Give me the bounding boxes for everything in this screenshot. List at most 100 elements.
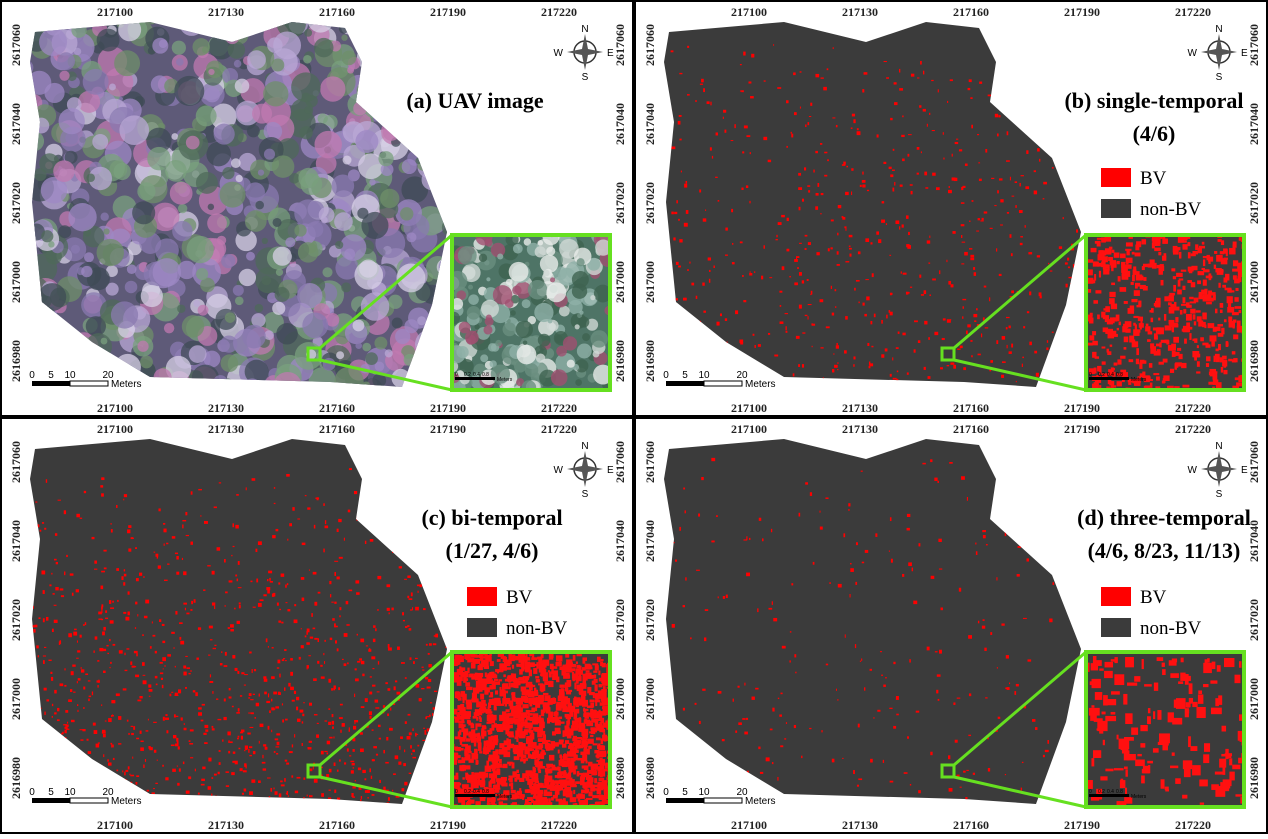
bv-pixel [961, 224, 965, 226]
bv-pixel [997, 190, 999, 193]
inset-bv [521, 656, 528, 662]
inset-texture [513, 244, 523, 254]
bv-pixel [964, 252, 968, 256]
bv-pixel [696, 296, 698, 299]
inset-bv [1206, 363, 1209, 367]
inset-bv [518, 706, 521, 713]
inset-bv [481, 731, 486, 737]
bv-pixel [105, 610, 107, 613]
x-tick-label: 217190 [430, 401, 466, 415]
inset-bv [584, 799, 588, 805]
inset-texture [578, 316, 589, 327]
bv-pixel [228, 740, 230, 743]
inset-bv [1187, 242, 1190, 246]
inset-texture [468, 294, 479, 305]
bv-pixel [821, 193, 824, 195]
bv-pixel [219, 482, 221, 483]
inset-texture [596, 236, 600, 240]
bv-pixel [291, 775, 293, 777]
bv-pixel [54, 620, 58, 623]
bv-pixel [139, 696, 142, 698]
inset-bv [1239, 237, 1242, 241]
canopy [86, 173, 95, 182]
inset-bv [1117, 328, 1119, 330]
inset-bv [1221, 240, 1224, 245]
bv-pixel [899, 88, 903, 91]
inset-bv [486, 709, 492, 714]
bv-pixel [275, 706, 279, 708]
bv-pixel [1029, 342, 1032, 346]
bv-pixel [927, 124, 928, 127]
inset-bv [548, 713, 551, 717]
inset-bv [1189, 297, 1193, 299]
canopy [97, 29, 120, 52]
bv-pixel [122, 770, 123, 772]
inset-bv [1178, 280, 1181, 287]
inset-bv [472, 732, 475, 736]
bv-pixel [907, 514, 910, 517]
bv-pixel [734, 124, 735, 128]
bv-pixel [175, 666, 176, 668]
bv-pixel [41, 570, 45, 574]
bv-pixel [383, 705, 385, 708]
bv-pixel [281, 574, 285, 577]
bv-pixel [709, 279, 710, 283]
bv-pixel [216, 699, 218, 700]
bv-pixel [410, 657, 412, 660]
inset-bv [1102, 361, 1106, 364]
inset-bv [1206, 356, 1210, 361]
inset-bv [1126, 250, 1129, 255]
bv-pixel [843, 162, 845, 165]
inset-bv [1182, 286, 1185, 290]
bv-pixel [994, 205, 996, 206]
bv-pixel [705, 209, 706, 210]
inset-bv [1138, 316, 1140, 321]
bv-pixel [932, 278, 936, 280]
bv-pixel [66, 729, 70, 730]
inset-bv [534, 768, 536, 773]
bv-pixel [301, 577, 304, 580]
inset-bv [1235, 306, 1242, 309]
bv-pixel [1019, 183, 1020, 186]
inset-bv [1129, 336, 1134, 343]
bv-pixel [916, 711, 919, 713]
bv-pixel [324, 751, 327, 752]
bv-pixel [388, 797, 390, 801]
inset-bv [1200, 337, 1204, 341]
bv-pixel [807, 185, 810, 187]
bv-pixel [153, 722, 157, 723]
bv-pixel [881, 320, 883, 324]
x-tick-label: 217160 [953, 422, 989, 436]
bv-pixel [774, 355, 778, 357]
y-tick-label: 2616980 [1247, 757, 1261, 799]
bv-pixel [1016, 381, 1017, 382]
canopy [273, 218, 282, 227]
inset-bv [473, 716, 477, 719]
bv-pixel [329, 737, 332, 739]
scale-unit: Meters [745, 379, 776, 390]
legend-swatch [467, 587, 497, 606]
bv-pixel [890, 174, 893, 177]
bv-pixel [262, 755, 263, 758]
bv-pixel [360, 639, 364, 643]
inset-bv [552, 767, 557, 771]
bv-pixel [799, 207, 801, 211]
inset-bv [1094, 274, 1096, 281]
inset-texture [534, 303, 553, 322]
bv-pixel [802, 364, 804, 367]
bv-pixel [308, 655, 310, 656]
canopy [298, 242, 319, 263]
bv-pixel [845, 192, 849, 195]
bv-pixel [52, 629, 54, 632]
bv-pixel [773, 44, 774, 45]
inset-bv [1173, 285, 1176, 292]
canopy [276, 323, 298, 345]
inset-bv [578, 724, 584, 727]
bv-pixel [155, 651, 157, 654]
bv-pixel [52, 704, 53, 706]
inset-bv [461, 667, 466, 671]
bv-pixel [339, 759, 341, 761]
inset-bv [497, 788, 500, 790]
bv-pixel [272, 535, 276, 538]
bv-pixel [279, 609, 281, 610]
